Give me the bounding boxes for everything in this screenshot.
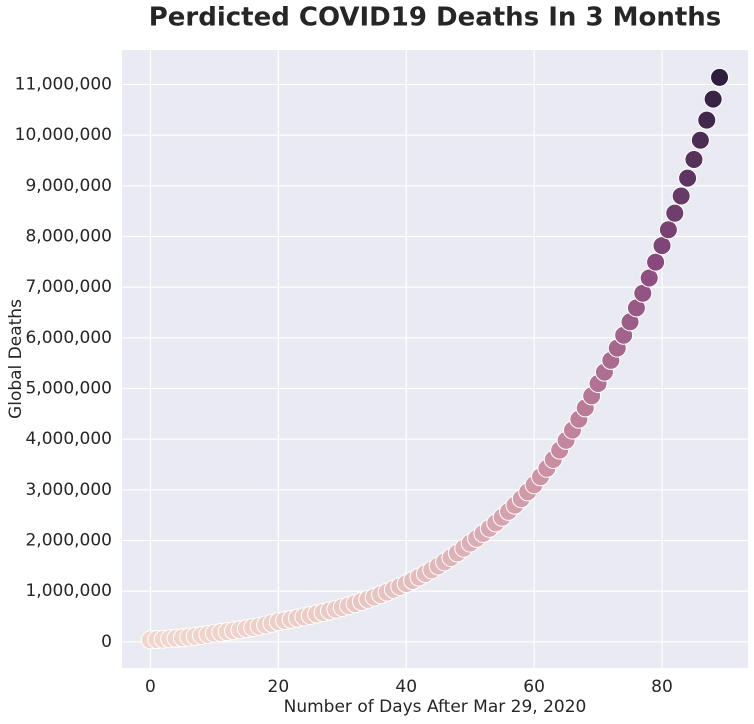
x-tick-label: 20 xyxy=(268,677,290,697)
x-tick-label: 60 xyxy=(523,677,545,697)
x-axis-label: Number of Days After Mar 29, 2020 xyxy=(284,697,587,717)
y-tick-label: 0 xyxy=(101,632,112,652)
data-point xyxy=(646,252,666,272)
data-point xyxy=(697,110,717,130)
x-tick-label: 0 xyxy=(145,677,156,697)
y-tick-label: 6,000,000 xyxy=(25,328,112,348)
y-axis-label: Global Deaths xyxy=(6,299,26,419)
data-point xyxy=(690,130,710,150)
y-tick-label: 1,000,000 xyxy=(25,581,112,601)
data-point xyxy=(639,268,659,288)
chart-title: Perdicted COVID19 Deaths In 3 Months xyxy=(149,3,722,33)
data-point xyxy=(678,168,698,188)
data-point xyxy=(652,236,672,256)
y-tick-label: 8,000,000 xyxy=(25,226,112,246)
y-tick-label: 3,000,000 xyxy=(25,480,112,500)
data-point xyxy=(703,89,723,109)
y-tick-label: 11,000,000 xyxy=(15,74,112,94)
x-tick-label: 80 xyxy=(651,677,673,697)
data-point xyxy=(665,203,685,223)
y-tick-label: 4,000,000 xyxy=(25,429,112,449)
y-tick-label: 7,000,000 xyxy=(25,277,112,297)
data-point xyxy=(658,220,678,240)
y-tick-label: 9,000,000 xyxy=(25,176,112,196)
y-tick-label: 10,000,000 xyxy=(15,125,112,145)
y-tick-label: 2,000,000 xyxy=(25,531,112,551)
y-tick-label: 5,000,000 xyxy=(25,379,112,399)
data-point xyxy=(671,186,691,206)
data-point xyxy=(684,150,704,170)
x-tick-label: 40 xyxy=(395,677,417,697)
data-point xyxy=(710,67,730,87)
